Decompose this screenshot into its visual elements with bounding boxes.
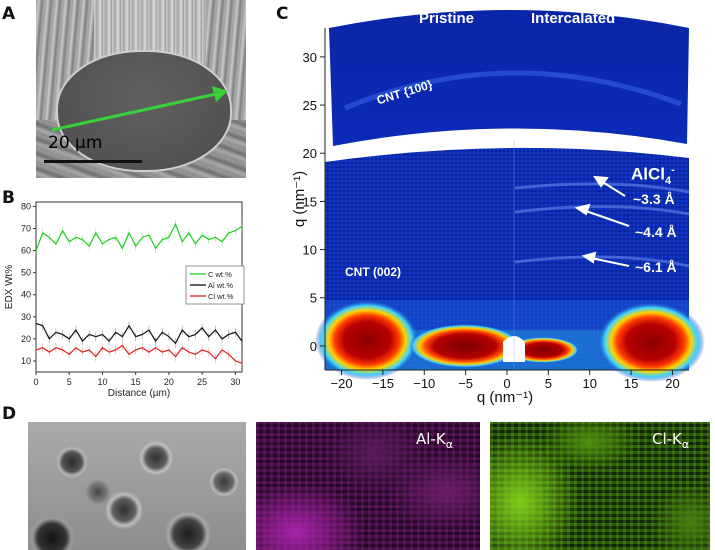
legend: C wt.% Al wt.% Cl wt.% bbox=[185, 265, 245, 305]
edx-chart: 0 5 10 15 20 25 30 10 20 30 40 50 60 70 80 Distance (µ… bbox=[0, 184, 248, 400]
y-tick-label: 60 bbox=[21, 246, 31, 256]
x-tick-label: 0 bbox=[503, 376, 510, 391]
edx-chart-svg: 0 5 10 15 20 25 30 10 20 30 40 50 60 70 80 Distance (µ… bbox=[4, 201, 245, 399]
cnt100-ring bbox=[344, 70, 682, 111]
label-cnt002: CNT (002) bbox=[345, 265, 402, 279]
y-tick-label: 10 bbox=[303, 243, 317, 258]
y-axis-label: q (nm⁻¹) bbox=[291, 170, 308, 228]
y-axis-label: EDX Wt% bbox=[4, 265, 15, 310]
label-alcl4: AlCl4- bbox=[631, 164, 675, 188]
y-tick-label: 70 bbox=[21, 223, 31, 233]
y-tick-label: 15 bbox=[303, 194, 317, 209]
xray-pattern-svg: −20 −15 −10 −5 0 5 10 15 20 30 25 20 15 10 5 0 bbox=[303, 10, 705, 391]
cnt002-spot-right bbox=[597, 302, 705, 382]
y-tick-label: 50 bbox=[21, 268, 31, 278]
cl-map-label: Cl-Kα bbox=[652, 430, 690, 451]
x-axis-label: Distance (µm) bbox=[108, 388, 170, 399]
spacing-arrows bbox=[574, 175, 630, 267]
detector-upper bbox=[329, 10, 689, 146]
scale-bar bbox=[44, 160, 142, 163]
legend-label: Al wt.% bbox=[208, 281, 233, 290]
al-map-label: Al-Kα bbox=[416, 430, 453, 451]
x-tick-label: 15 bbox=[131, 377, 141, 387]
y-tick-label: 25 bbox=[303, 98, 317, 113]
x-tick-label: 0 bbox=[33, 377, 38, 387]
y-tick-label: 5 bbox=[310, 291, 317, 306]
y-tick-label: 20 bbox=[303, 146, 317, 161]
legend-label: C wt.% bbox=[208, 270, 232, 279]
y-tick-label: 80 bbox=[21, 201, 31, 211]
x-tick-label: 30 bbox=[230, 377, 240, 387]
linescan-arrow bbox=[51, 86, 228, 132]
x-tick-label: 5 bbox=[545, 376, 552, 391]
spacing-label-3: ~6.1 Å bbox=[635, 259, 677, 275]
x-tick-label: −10 bbox=[413, 376, 435, 391]
y-tick-label: 0 bbox=[310, 339, 317, 354]
y-tick-label: 20 bbox=[21, 334, 31, 344]
label-pristine: Pristine bbox=[419, 10, 475, 27]
panel-label-a: A bbox=[2, 4, 16, 24]
x-axis-ticks: −20 −15 −10 −5 0 5 10 15 20 bbox=[331, 370, 680, 391]
series-line-0 bbox=[35, 222, 243, 251]
x-tick-label: 20 bbox=[164, 377, 174, 387]
xray-pattern: −20 −15 −10 −5 0 5 10 15 20 30 25 20 15 10 5 0 Pristin… bbox=[285, 0, 715, 410]
y-tick-label: 30 bbox=[303, 50, 317, 65]
cl-edx-map: Cl-Kα bbox=[490, 422, 710, 550]
spacing-label-1: ~3.3 Å bbox=[633, 191, 675, 207]
x-tick-label: 25 bbox=[197, 377, 207, 387]
series-line-1 bbox=[35, 322, 243, 345]
beamstop-streak-left bbox=[409, 324, 521, 368]
sem-fiber-image: 20 µm bbox=[36, 0, 246, 178]
y-tick-label: 40 bbox=[21, 290, 31, 300]
series-line-2 bbox=[35, 344, 243, 364]
x-tick-label: −20 bbox=[331, 376, 353, 391]
panel-label-b: B bbox=[2, 188, 15, 208]
legend-label: Cl wt.% bbox=[208, 292, 234, 301]
x-tick-label: 10 bbox=[97, 377, 107, 387]
x-tick-label: 10 bbox=[582, 376, 596, 391]
x-tick-label: −15 bbox=[372, 376, 394, 391]
sem-surface-image bbox=[28, 422, 246, 550]
label-intercalated: Intercalated bbox=[531, 10, 616, 27]
panel-label-c: C bbox=[276, 4, 289, 24]
panel-label-d: D bbox=[2, 404, 17, 424]
x-tick-label: 15 bbox=[624, 376, 638, 391]
x-tick-label: −5 bbox=[458, 376, 473, 391]
cnt002-spot-left bbox=[315, 300, 419, 380]
x-tick-label: 20 bbox=[665, 376, 679, 391]
al-edx-map: Al-Kα bbox=[256, 422, 480, 550]
intercalation-rings bbox=[514, 182, 690, 268]
x-tick-label: 5 bbox=[67, 377, 72, 387]
scale-bar-label: 20 µm bbox=[48, 133, 103, 153]
spacing-label-2: ~4.4 Å bbox=[635, 224, 677, 240]
x-axis-label: q (nm⁻¹) bbox=[476, 389, 534, 406]
y-axis-ticks: 30 25 20 15 10 5 0 bbox=[303, 50, 325, 354]
y-tick-label: 10 bbox=[21, 356, 31, 366]
y-tick-label: 30 bbox=[21, 312, 31, 322]
